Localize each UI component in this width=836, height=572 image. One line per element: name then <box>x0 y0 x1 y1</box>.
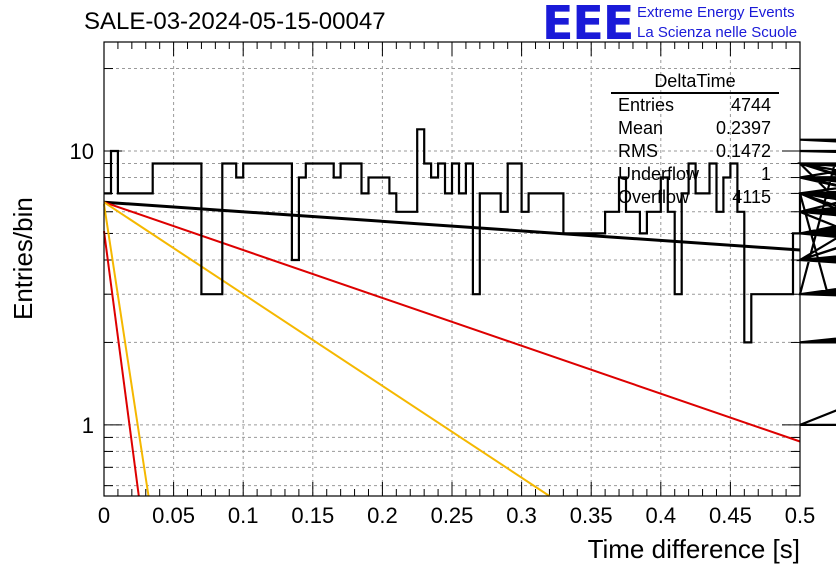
stats-row-rms: RMS 0.1472 <box>611 140 779 163</box>
logo-caption-line-1: Extreme Energy Events <box>637 4 795 21</box>
fit-curve-1 <box>103 200 801 252</box>
stats-label: Mean <box>618 118 664 138</box>
stats-value: 4744 <box>730 95 771 115</box>
x-tick-label: 0.35 <box>570 503 613 528</box>
stats-box: DeltaTime Entries 4744 Mean 0.2397 RMS 0… <box>611 70 779 209</box>
plot-frame <box>103 41 801 497</box>
plot-title: SALE-03-2024-05-15-00047 <box>84 8 386 35</box>
fit-curve-5 <box>103 203 150 497</box>
x-tick-label: 0.1 <box>228 503 259 528</box>
stats-value: 4115 <box>732 187 771 207</box>
x-tick-label: 0.05 <box>152 503 195 528</box>
fit-curve-2 <box>103 201 801 443</box>
x-tick-label: 0.45 <box>709 503 752 528</box>
x-tick-label: 0.5 <box>785 503 816 528</box>
logo-caption-line-2: La Scienza nelle Scuole <box>637 24 798 41</box>
y-tick-labels: 1 10 <box>70 139 94 438</box>
stats-row-mean: Mean 0.2397 <box>611 117 779 140</box>
stats-label: RMS <box>618 141 658 161</box>
eee-logo: EEE <box>542 0 634 50</box>
axis-ticks <box>103 42 801 496</box>
fit-curve-3 <box>103 201 550 497</box>
x-tick-labels: 0 0.05 0.1 0.15 0.2 0.25 0.3 0.35 0.4 0.45 0.5 <box>98 503 815 528</box>
fit-curves <box>103 200 801 497</box>
stats-label: Entries <box>618 95 675 115</box>
histogram-step-line <box>104 128 836 426</box>
y-tick-label: 10 <box>70 139 94 164</box>
stats-title: DeltaTime <box>611 70 779 94</box>
stats-value: 0.1472 <box>715 141 771 161</box>
x-axis-label: Time difference [s] <box>587 534 800 564</box>
x-tick-label: 0.2 <box>367 503 398 528</box>
stats-label: Overflow <box>618 187 690 207</box>
x-tick-label: 0.3 <box>506 503 537 528</box>
x-tick-label: 0 <box>98 503 110 528</box>
stats-label: Underflow <box>618 164 700 184</box>
stats-row-underflow: Underflow 1 <box>611 163 779 186</box>
x-tick-label: 0.25 <box>431 503 474 528</box>
fit-curve-4 <box>103 230 140 497</box>
x-tick-label: 0.15 <box>291 503 334 528</box>
stats-row-entries: Entries 4744 <box>611 94 779 117</box>
stats-value: 0.2397 <box>715 118 771 138</box>
y-tick-label: 1 <box>82 413 94 438</box>
stats-row-overflow: Overflow 4115 <box>611 186 779 209</box>
histogram-series <box>104 128 836 426</box>
stats-value: 1 <box>760 164 771 184</box>
x-tick-label: 0.4 <box>646 503 677 528</box>
